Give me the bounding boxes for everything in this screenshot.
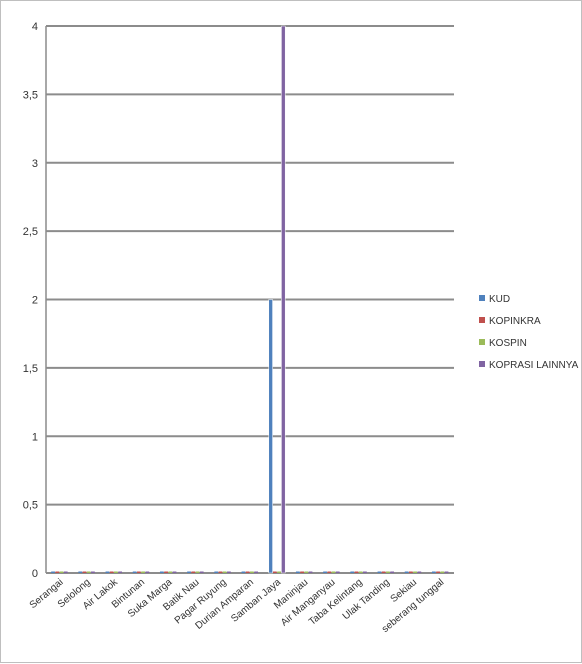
legend: KUD KOPINKRA KOSPIN KOPRASI LAINNYA xyxy=(479,294,579,371)
bar-kopinkra xyxy=(164,571,168,573)
bar-kospin xyxy=(386,571,390,573)
legend-entry: KOSPIN xyxy=(489,338,527,349)
bar-kud xyxy=(105,571,110,573)
bar-kospin xyxy=(59,571,64,573)
bar-koprasi-lainnya xyxy=(363,571,367,573)
bar-koprasi-lainnya xyxy=(308,571,313,573)
bar-koprasi-lainnya xyxy=(91,571,95,573)
bar-kopinkra xyxy=(327,571,332,573)
y-tick-label: 3 xyxy=(32,158,38,170)
bar-kopinkra xyxy=(436,571,440,573)
bar-koprasi-lainnya xyxy=(63,571,68,573)
bar-kopinkra xyxy=(136,571,141,573)
bar-kopinkra xyxy=(191,571,196,573)
bar-koprasi-lainnya xyxy=(417,571,422,573)
bar-kopinkra xyxy=(218,571,223,573)
bar-kospin xyxy=(440,571,445,573)
bar-kospin xyxy=(250,571,254,573)
bar-kospin xyxy=(114,571,118,573)
bar-kopinkra xyxy=(82,571,87,573)
bar-kopinkra xyxy=(381,571,386,573)
bar-kud xyxy=(295,571,300,573)
bar-kospin xyxy=(195,571,200,573)
legend-entry: KOPRASI LAINNYA xyxy=(489,360,579,371)
y-tick-label: 1 xyxy=(32,431,38,443)
gridlines xyxy=(46,25,454,574)
bar-kud xyxy=(132,571,137,573)
bar-kud xyxy=(377,571,382,573)
bar-kud xyxy=(51,571,55,573)
bar-koprasi-lainnya xyxy=(444,571,449,573)
bar-kopinkra xyxy=(109,571,114,573)
bar-kospin xyxy=(222,571,227,573)
bar-koprasi-lainnya xyxy=(172,571,177,573)
legend-entry: KUD xyxy=(489,294,510,305)
bar-kospin xyxy=(304,571,309,573)
bar-koprasi-lainnya xyxy=(145,571,150,573)
bar-kopinkra xyxy=(300,571,304,573)
bar-kopinkra xyxy=(55,571,60,573)
y-tick-label: 2,5 xyxy=(23,226,38,238)
bar-kospin xyxy=(141,571,145,573)
y-tick-label: 3,5 xyxy=(23,89,38,101)
y-tick-label: 1,5 xyxy=(23,363,38,375)
bar-koprasi-lainnya xyxy=(335,571,340,573)
bars xyxy=(51,25,449,574)
bar-kud xyxy=(241,571,246,573)
legend-entry: KOPINKRA xyxy=(489,316,541,327)
bar-kopinkra xyxy=(354,571,359,573)
y-tick-label: 4 xyxy=(32,21,38,33)
bar-kospin xyxy=(413,571,417,573)
bar-koprasi-lainnya xyxy=(227,571,231,573)
bar-kospin xyxy=(168,571,173,573)
bar-kud xyxy=(78,571,83,573)
bar-kopinkra xyxy=(408,571,413,573)
bar-koprasi-lainnya xyxy=(281,25,286,574)
bar-koprasi-lainnya xyxy=(390,571,395,573)
bar-kud xyxy=(159,571,164,573)
bar-kospin xyxy=(86,571,91,573)
bar-kospin xyxy=(331,571,336,573)
bar-kopinkra xyxy=(245,571,250,573)
bar-kud xyxy=(350,571,355,573)
legend-swatch xyxy=(479,361,485,367)
y-tick-label: 0 xyxy=(32,568,38,580)
bar-kud xyxy=(323,571,327,573)
bar-kud xyxy=(187,571,191,573)
y-tick-label: 0,5 xyxy=(23,500,38,512)
bar-kud xyxy=(214,571,219,573)
legend-swatch xyxy=(479,317,485,323)
bar-koprasi-lainnya xyxy=(199,571,204,573)
bar-kospin xyxy=(358,571,363,573)
bar-kud xyxy=(268,299,273,574)
bar-kud xyxy=(404,571,409,573)
legend-swatch xyxy=(479,295,485,301)
y-tick-labels: 0 0,5 1 1,5 2 2,5 3 3,5 4 xyxy=(23,21,38,580)
bar-kud xyxy=(431,571,436,573)
bar-kospin xyxy=(277,571,281,573)
legend-swatch xyxy=(479,339,485,345)
y-tick-label: 2 xyxy=(32,295,38,307)
bar-koprasi-lainnya xyxy=(254,571,259,573)
bar-koprasi-lainnya xyxy=(118,571,123,573)
bar-kopinkra xyxy=(272,571,277,573)
